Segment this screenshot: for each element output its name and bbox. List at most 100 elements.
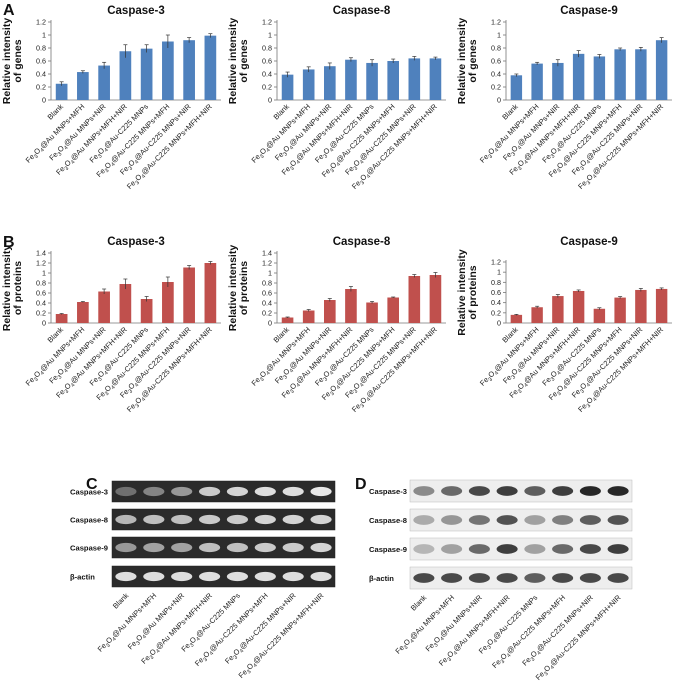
- chart-a-caspase-8-ylabel: Relative intensityof genes: [227, 18, 250, 105]
- chart-b-caspase-9-ytick-label: 1: [497, 268, 501, 277]
- chart-b-caspase-8-bar-fe3o4-au-mnps-mfh: [302, 310, 315, 323]
- chart-a-caspase-3-title: Caspase-3: [107, 5, 165, 17]
- chart-a-caspase-3-ytick-label: 0.6: [36, 57, 46, 66]
- chart-a-caspase-3-ytick-label: 0: [42, 96, 46, 105]
- blot-d-strip-caspase-8: [409, 508, 633, 532]
- chart-b-caspase-8-bar-fe3o4-au-c225-mnps: [366, 302, 378, 323]
- chart-b-caspase-8-bar-fe3o4-au-c225-mnps-mfh: [387, 297, 399, 323]
- chart-a-caspase-9-bar-fe3o4-au-mnps-mfh: [531, 63, 543, 100]
- blot-d-strip-actin: [409, 566, 633, 590]
- chart-a-caspase-8-ytick-label: 0: [268, 96, 272, 105]
- blot-d-row-label-caspase-9: Caspase-9: [369, 545, 407, 554]
- panel-letter-a: A: [3, 2, 15, 19]
- panel-letter-d: D: [355, 476, 367, 493]
- chart-b-caspase-9-ytick-label: 0.4: [491, 298, 501, 307]
- blot-c-band-caspase-8-lane-6: [254, 514, 276, 525]
- chart-b-caspase-8-bar-fe3o4-au-c225-mnps-mfh-nir: [429, 275, 442, 323]
- chart-a-caspase-9-ytick-label: 0: [497, 96, 501, 105]
- chart-b-caspase-3-bar-fe3o4-au-mnps-mfh: [77, 302, 89, 323]
- chart-a-caspase-3-bar-fe3o4-au-c225-mnps-mfh-nir: [204, 35, 217, 100]
- blot-d-band-actin-lane-8: [607, 573, 629, 583]
- chart-a-caspase-8-ytick-label: 0.6: [262, 57, 272, 66]
- blot-c-band-caspase-8-lane-7: [282, 514, 304, 525]
- chart-a-caspase-9-bar-fe3o4-au-c225-mnps: [593, 56, 606, 100]
- blot-c-band-caspase-8-lane-4: [198, 514, 221, 525]
- chart-a-caspase-9-bar-fe3o4-au-mnps-nir: [552, 62, 564, 100]
- blot-d-band-caspase-8-lane-7: [579, 515, 601, 525]
- chart-b-caspase-9-ytick-label: 0.2: [491, 308, 501, 317]
- blot-d-band-caspase-8-lane-6: [552, 515, 574, 525]
- chart-a-caspase-3-ytick-label: 0.4: [36, 70, 46, 79]
- blot-d-band-caspase-8-lane-8: [607, 515, 629, 525]
- chart-a-caspase-8-bar-fe3o4-au-c225-mnps: [366, 62, 378, 100]
- chart-a-caspase-9-bar-fe3o4-au-c225-mnps-nir: [635, 49, 647, 100]
- chart-b-caspase-3-ytick-label: 0.4: [36, 299, 46, 308]
- chart-a-caspase-3-bar-fe3o4-au-c225-mnps-mfh: [162, 41, 174, 100]
- chart-b-caspase-3-bar-fe3o4-au-c225-mnps: [140, 299, 153, 323]
- blot-c-band-caspase-9-lane-6: [254, 542, 276, 553]
- blot-d-band-caspase-3-lane-8: [607, 486, 629, 496]
- chart-a-caspase-3-bar-fe3o4-au-mnps-nir: [98, 65, 110, 100]
- blot-d-band-caspase-9-lane-1: [413, 544, 435, 554]
- chart-a-caspase-9-ytick-label: 0.2: [491, 83, 501, 92]
- chart-b-caspase-8-ylabel: Relative intensityof proteins: [227, 245, 250, 332]
- chart-b-caspase-9-ytick-label: 0.6: [491, 288, 501, 297]
- chart-b-caspase-9-ytick-label: 1.2: [491, 258, 501, 267]
- chart-b-caspase-8-bar-fe3o4-au-mnps-mfh-nir: [345, 289, 357, 323]
- blot-c-lane-label: Blank: [111, 591, 131, 611]
- blot-c-band-caspase-9-lane-4: [198, 542, 221, 553]
- blot-d-band-caspase-3-lane-7: [579, 486, 601, 496]
- chart-a-caspase-3-ytick-label: 0.2: [36, 83, 46, 92]
- blot-c-band-caspase-9-lane-7: [282, 542, 304, 553]
- blot-c-band-actin-lane-4: [198, 571, 221, 582]
- blot-c-band-actin-lane-2: [143, 571, 165, 582]
- chart-a-caspase-9-ytick-label: 1.2: [491, 18, 501, 27]
- chart-b-caspase-8-ytick-label: 0.8: [262, 279, 272, 288]
- chart-a-caspase-9-bar-fe3o4-au-mnps-mfh-nir: [572, 53, 585, 100]
- chart-b-caspase-9-bar-blank: [510, 314, 523, 323]
- blot-d-band-actin-lane-4: [496, 573, 518, 583]
- chart-b-caspase-9-bar-fe3o4-au-c225-mnps-nir: [635, 289, 647, 323]
- blot-c-band-caspase-3-lane-6: [254, 486, 276, 497]
- panel-letter-c: C: [86, 476, 98, 493]
- chart-b-caspase-9-title: Caspase-9: [560, 236, 618, 248]
- chart-b-caspase-3-ytick-label: 1.2: [36, 259, 46, 268]
- blot-c-band-caspase-9-lane-5: [226, 542, 249, 553]
- blot-d-band-caspase-3-lane-1: [413, 486, 435, 496]
- chart-a-caspase-8-ytick-label: 0.8: [262, 44, 272, 53]
- blot-d-band-actin-lane-7: [579, 573, 601, 583]
- chart-b-caspase-3-ytick-label: 1.4: [36, 249, 46, 258]
- chart-b-caspase-8-ytick-label: 1: [268, 269, 272, 278]
- blot-c-strip-actin: [111, 565, 336, 588]
- chart-a-caspase-8-bar-fe3o4-au-mnps-mfh-nir: [345, 59, 357, 100]
- chart-b-caspase-9-bar-fe3o4-au-mnps-mfh: [531, 307, 543, 323]
- chart-b-caspase-3-ytick-label: 0: [42, 319, 46, 328]
- blot-c-row-label-actin: β-actin: [70, 573, 95, 582]
- chart-a-caspase-3-bar-fe3o4-au-mnps-mfh-nir: [119, 51, 132, 100]
- chart-b-caspase-9-bar-fe3o4-au-c225-mnps-mfh: [614, 297, 626, 323]
- chart-a-caspase-8-bar-fe3o4-au-c225-mnps-mfh-nir: [429, 58, 442, 100]
- chart-a-caspase-3-bar-blank: [55, 83, 68, 100]
- chart-a-caspase-8-ytick-label: 0.2: [262, 83, 272, 92]
- blot-c-band-caspase-9-lane-2: [143, 542, 165, 553]
- blot-c-row-label-caspase-8: Caspase-8: [70, 516, 108, 525]
- blot-c-band-caspase-9-lane-1: [115, 542, 137, 553]
- chart-b-caspase-8-ytick-label: 1.2: [262, 259, 272, 268]
- chart-a-caspase-8: Caspase-8 Relative intensityof genes 0 0.2 0…: [227, 5, 446, 191]
- blot-c-band-caspase-3-lane-5: [226, 486, 249, 497]
- chart-a-caspase-8-title: Caspase-8: [333, 5, 391, 17]
- chart-a-caspase-9-ytick-label: 1: [497, 31, 501, 40]
- chart-b-caspase-8-ytick-label: 1.4: [262, 249, 272, 258]
- chart-b-caspase-9-bar-fe3o4-au-mnps-nir: [552, 296, 564, 323]
- blot-c-strip-caspase-9: [111, 536, 336, 559]
- blot-c-row-label-caspase-9: Caspase-9: [70, 544, 108, 553]
- chart-b-caspase-8-ytick-label: 0: [268, 319, 272, 328]
- chart-b-caspase-9-bar-fe3o4-au-c225-mnps: [593, 308, 606, 323]
- blot-d-band-actin-lane-5: [524, 573, 546, 583]
- chart-a-caspase-3-bar-fe3o4-au-mnps-mfh: [77, 72, 89, 100]
- chart-a-caspase-9-bar-fe3o4-au-c225-mnps-mfh: [614, 49, 626, 100]
- chart-b-caspase-3-bar-fe3o4-au-c225-mnps-mfh-nir: [204, 263, 217, 323]
- blot-d-band-caspase-8-lane-5: [524, 515, 546, 525]
